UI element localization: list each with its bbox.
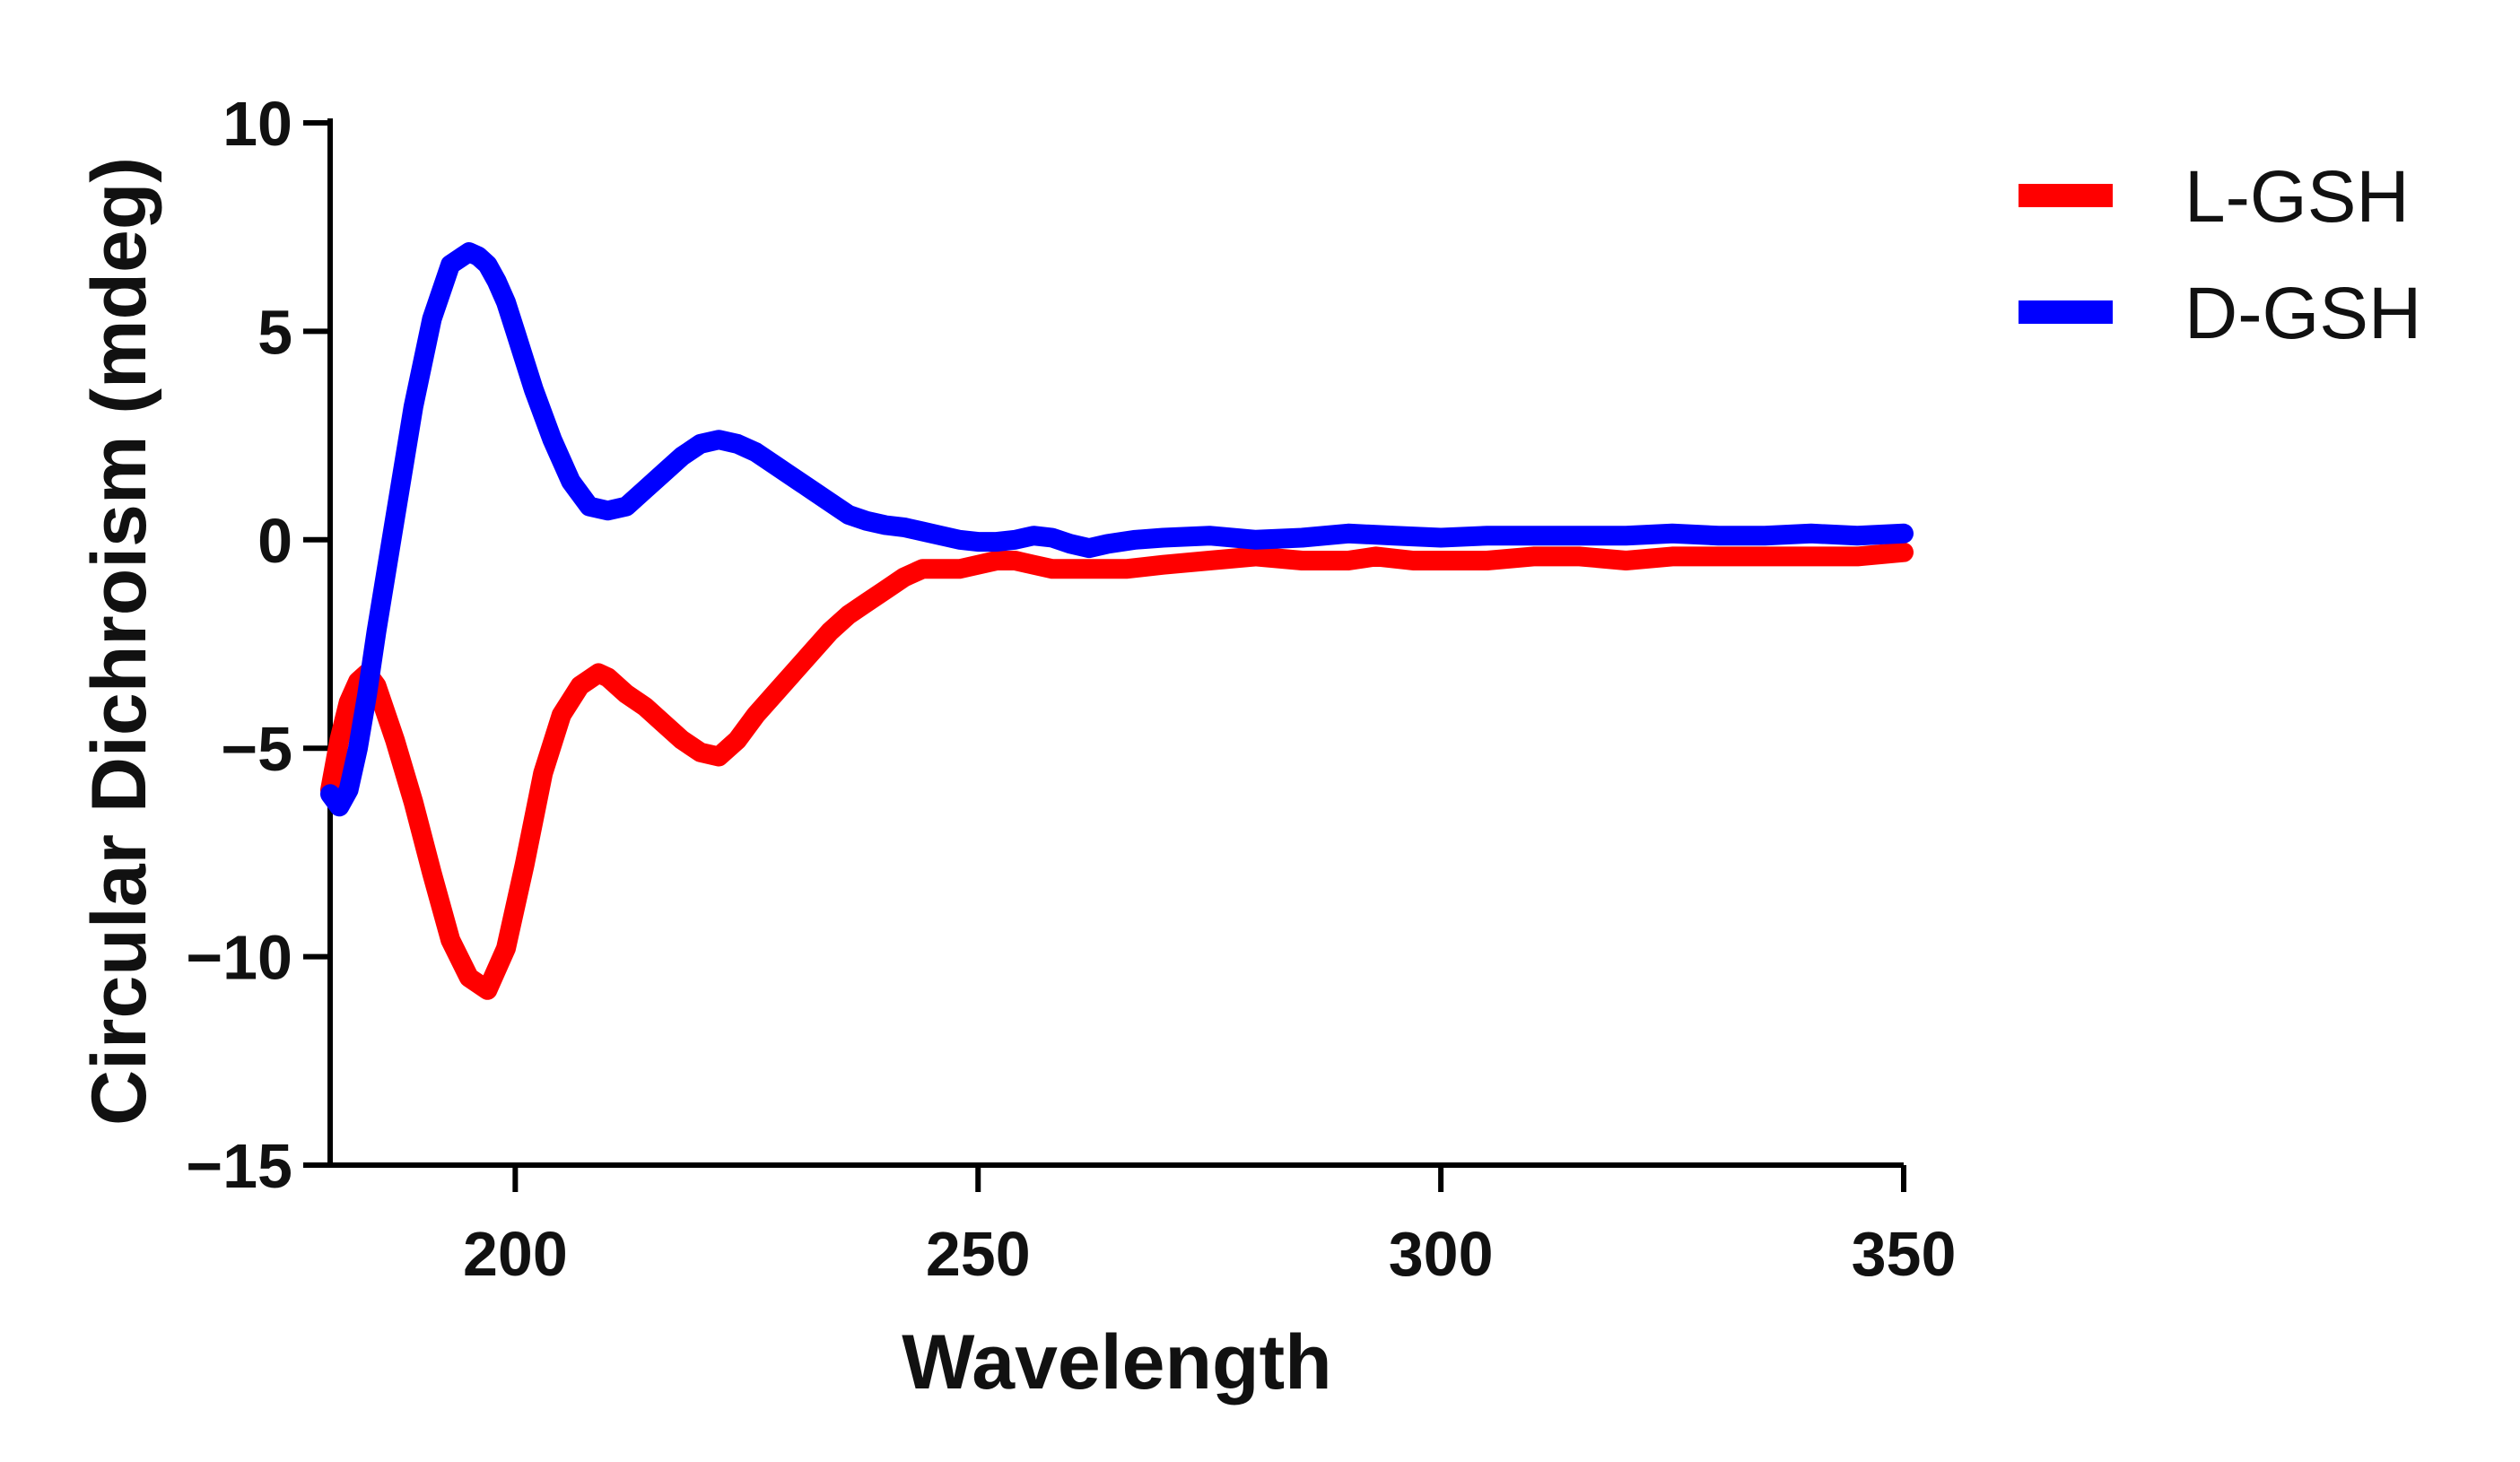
legend: L-GSH D-GSH (2019, 156, 2421, 354)
y-ticks: 10 5 0 −5 −10 −15 (186, 89, 330, 1201)
y-tick-label: −15 (186, 1131, 292, 1201)
series-line-d-gsh (320, 242, 1914, 817)
y-axis-title: Circular Dichroism (mdeg) (76, 157, 162, 1126)
x-axis-title: Wavelength (902, 1319, 1331, 1405)
legend-label-d-gsh: D-GSH (2184, 273, 2421, 354)
x-tick-label: 250 (926, 1219, 1031, 1289)
y-tick-label: 10 (222, 89, 292, 159)
series-line-l-gsh (320, 542, 1914, 1000)
x-tick-label: 300 (1389, 1219, 1494, 1289)
y-tick-label: 5 (257, 297, 292, 367)
y-tick-label: −10 (186, 923, 292, 993)
x-tick-label: 350 (1852, 1219, 1957, 1289)
axes (327, 118, 1904, 1168)
y-tick-label: −5 (221, 714, 292, 784)
series-layer (320, 242, 1914, 1000)
x-tick-label: 200 (463, 1219, 568, 1289)
legend-label-l-gsh: L-GSH (2184, 156, 2410, 238)
x-ticks: 200 250 300 350 (463, 1165, 1956, 1289)
y-tick-label: 0 (257, 506, 292, 576)
